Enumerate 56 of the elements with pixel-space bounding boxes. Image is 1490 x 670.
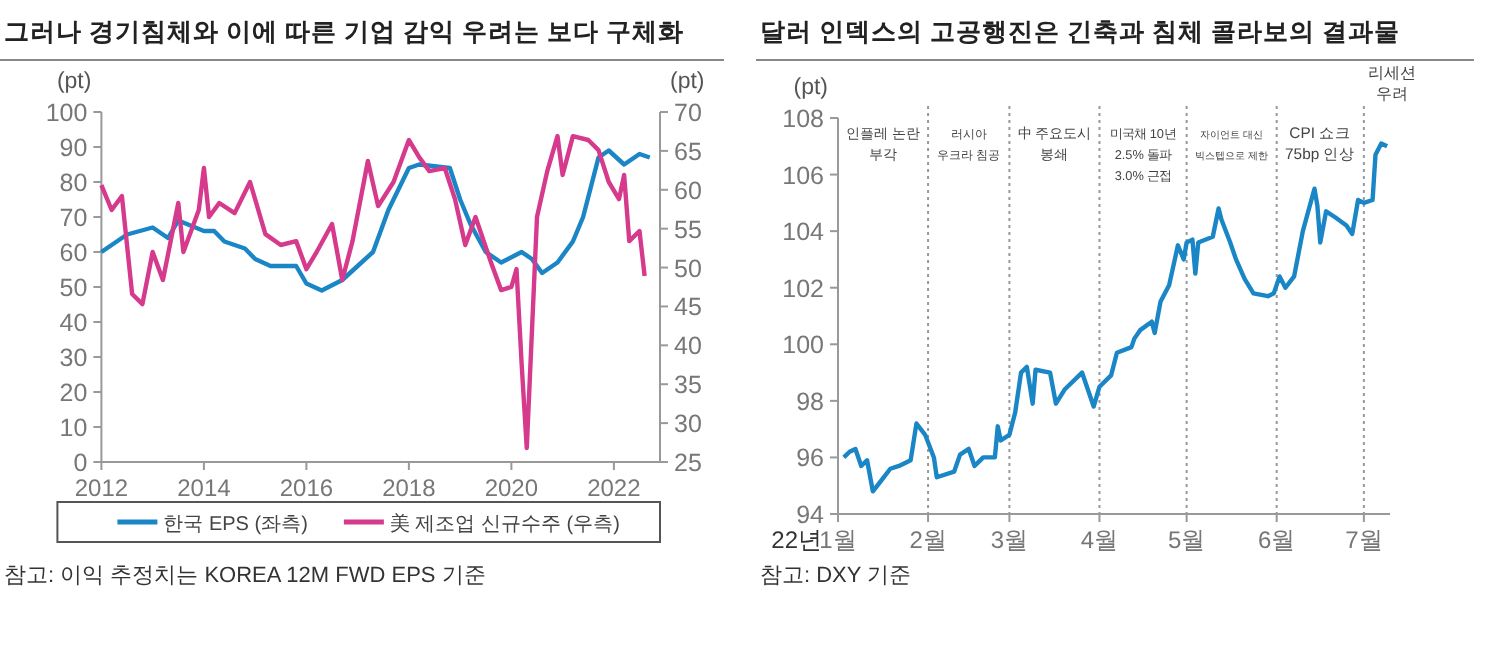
x-tick-label: 2022 [587,474,642,502]
y-tick-label: 100 [45,99,88,127]
legend-label: 美 제조업 신규수주 (우측) [389,512,620,536]
y2-tick-label: 65 [674,137,702,166]
legend-label: 한국 EPS (좌측) [163,514,308,536]
x-tick-label: 6월 [1258,526,1296,554]
y-tick-label: 102 [782,274,825,303]
x-tick-label: 2020 [484,474,539,502]
line-series [99,133,647,451]
y-tick-label: 98 [796,387,825,416]
x-tick-label: 2018 [382,474,437,502]
x-axis-title: 22년 [771,526,822,554]
y2-tick-label: 35 [674,371,702,400]
y2-tick-label: 55 [674,215,702,244]
y-tick-label: 0 [73,449,88,477]
line-series [99,148,652,293]
y-tick-label: 96 [796,444,825,473]
y2-tick-label: 45 [674,293,702,322]
text: 참고: DXY 기준 [760,564,912,588]
y-tick-label: 94 [796,501,825,529]
y-tick-label: 20 [59,379,88,407]
y-tick-label: 40 [59,309,88,337]
chart-title: 그러나 경기침체와 이에 따른 기업 감익 우려는 보다 구체화 [4,18,684,46]
y-tick-label: 10 [59,414,88,442]
x-tick-label: 2012 [74,474,129,502]
y2-tick-label: 70 [674,99,702,127]
y-tick-label: 80 [59,169,88,197]
x-tick-label: 2014 [177,474,232,502]
y-axis-title: (pt) [793,76,829,100]
line-series [841,141,1390,494]
x-tick-label: 2월 [909,526,947,554]
x-tick-label: 2016 [279,474,334,502]
x-tick-label: 1월 [819,526,857,554]
y-tick-label: 30 [59,344,88,372]
y2-axis-title: (pt) [670,70,705,94]
y-tick-label: 90 [59,134,88,162]
y-tick-label: 104 [782,218,825,247]
y-tick-label: 100 [782,331,825,360]
y-tick-label: 50 [59,274,88,302]
y-axis-title: (pt) [56,70,92,94]
y2-tick-label: 30 [674,410,702,439]
chart-title: 달러 인덱스의 고공행진은 긴축과 침체 콜라보의 결과물 [760,18,1400,46]
x-tick-label: 5월 [1167,526,1206,554]
y-tick-label: 108 [782,105,825,133]
x-tick-label: 4월 [1080,526,1119,554]
y2-tick-label: 50 [674,254,702,283]
y2-tick-label: 25 [674,449,702,477]
text: 리세션 우려 [1367,64,1416,103]
text: 참고: 이익 추정치는 KOREA 12M FWD EPS 기준 [4,564,486,588]
x-tick-label: 3월 [990,526,1029,554]
y-tick-label: 70 [59,204,88,232]
y2-tick-label: 60 [674,176,702,205]
x-tick-label: 7월 [1345,526,1383,554]
y-tick-label: 106 [782,161,825,190]
y-tick-label: 60 [59,239,88,267]
y2-tick-label: 40 [674,332,702,361]
